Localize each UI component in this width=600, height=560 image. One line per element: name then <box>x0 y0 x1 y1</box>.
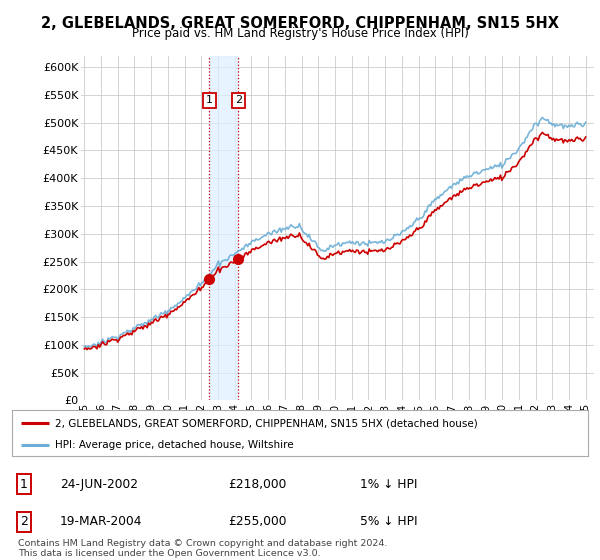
Text: 24-JUN-2002: 24-JUN-2002 <box>60 478 138 491</box>
Text: 2: 2 <box>20 515 28 529</box>
Text: 1: 1 <box>20 478 28 491</box>
Text: 19-MAR-2004: 19-MAR-2004 <box>60 515 143 529</box>
Text: Price paid vs. HM Land Registry's House Price Index (HPI): Price paid vs. HM Land Registry's House … <box>131 27 469 40</box>
Bar <box>209 56 238 400</box>
Text: 2, GLEBELANDS, GREAT SOMERFORD, CHIPPENHAM, SN15 5HX: 2, GLEBELANDS, GREAT SOMERFORD, CHIPPENH… <box>41 16 559 31</box>
Text: 1: 1 <box>206 95 213 105</box>
Text: £255,000: £255,000 <box>228 515 287 529</box>
Text: 5% ↓ HPI: 5% ↓ HPI <box>360 515 418 529</box>
Text: 1% ↓ HPI: 1% ↓ HPI <box>360 478 418 491</box>
Text: HPI: Average price, detached house, Wiltshire: HPI: Average price, detached house, Wilt… <box>55 440 294 450</box>
Text: 2: 2 <box>235 95 242 105</box>
Text: 2, GLEBELANDS, GREAT SOMERFORD, CHIPPENHAM, SN15 5HX (detached house): 2, GLEBELANDS, GREAT SOMERFORD, CHIPPENH… <box>55 418 478 428</box>
Text: Contains HM Land Registry data © Crown copyright and database right 2024.
This d: Contains HM Land Registry data © Crown c… <box>18 539 388 558</box>
Text: £218,000: £218,000 <box>228 478 286 491</box>
